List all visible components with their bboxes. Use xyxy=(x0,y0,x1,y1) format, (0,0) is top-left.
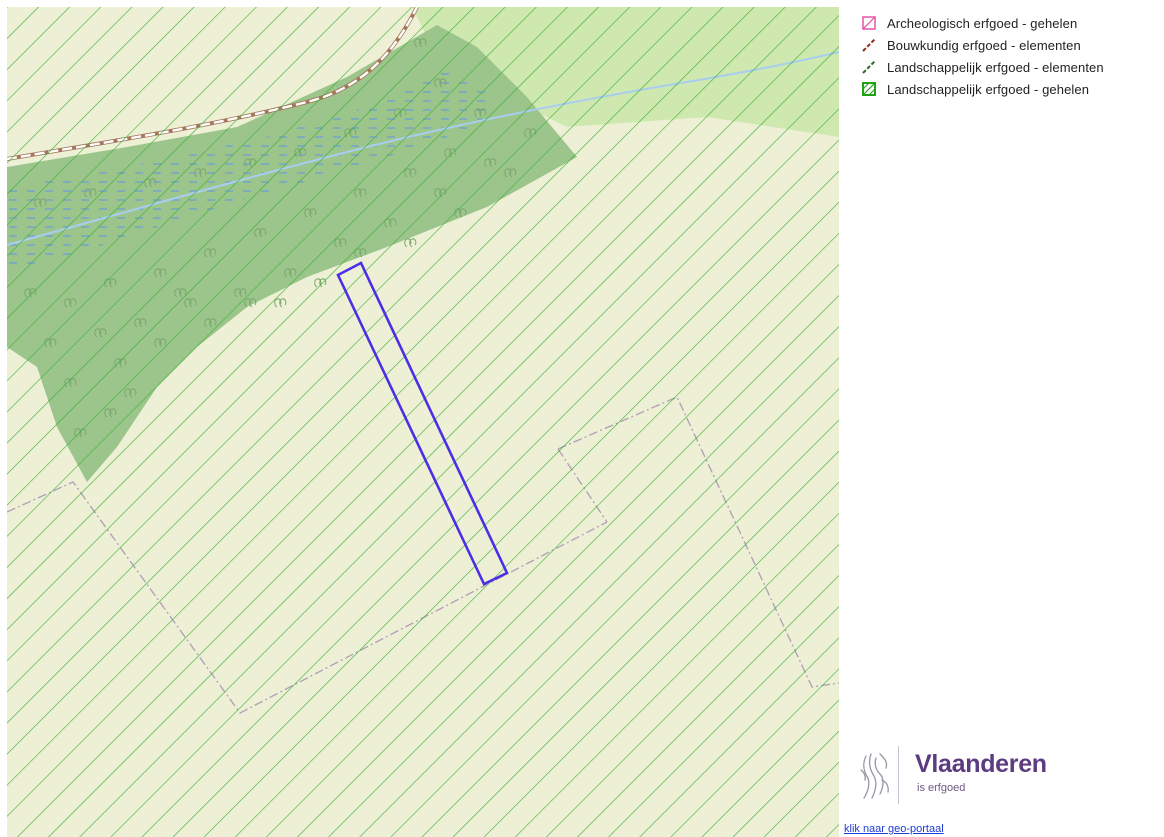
selected-parcel[interactable] xyxy=(336,261,509,586)
map-svg xyxy=(7,7,839,837)
logo-subtitle: is erfgoed xyxy=(917,782,966,794)
geo-portal-link[interactable]: klik naar geo-portaal xyxy=(844,823,944,835)
green-hatched-square-icon xyxy=(862,82,876,96)
map-canvas[interactable] xyxy=(7,7,839,837)
heritage-hatch-overlay xyxy=(7,7,839,837)
legend-item-landschappelijk-gehelen: Landschappelijk erfgoed - gehelen xyxy=(862,78,1104,100)
vlaanderen-logo: Vlaanderen is erfgoed xyxy=(858,746,1058,806)
legend-label: Landschappelijk erfgoed - gehelen xyxy=(887,81,1090,97)
logo-divider xyxy=(898,746,899,804)
legend-label: Archeologisch erfgoed - gehelen xyxy=(887,15,1078,31)
lion-icon xyxy=(860,753,889,799)
legend-item-archeologisch: Archeologisch erfgoed - gehelen xyxy=(862,12,1104,34)
legend-item-landschappelijk-elementen: Landschappelijk erfgoed - elementen xyxy=(862,56,1104,78)
legend: Archeologisch erfgoed - gehelen Bouwkund… xyxy=(862,12,1104,100)
green-dashed-line-icon xyxy=(862,60,876,74)
logo-title: Vlaanderen xyxy=(915,750,1047,778)
brown-dashed-line-icon xyxy=(862,38,876,52)
pink-hatched-square-icon xyxy=(862,16,876,30)
legend-label: Landschappelijk erfgoed - elementen xyxy=(887,59,1104,75)
legend-label: Bouwkundig erfgoed - elementen xyxy=(887,37,1081,53)
legend-item-bouwkundig: Bouwkundig erfgoed - elementen xyxy=(862,34,1104,56)
